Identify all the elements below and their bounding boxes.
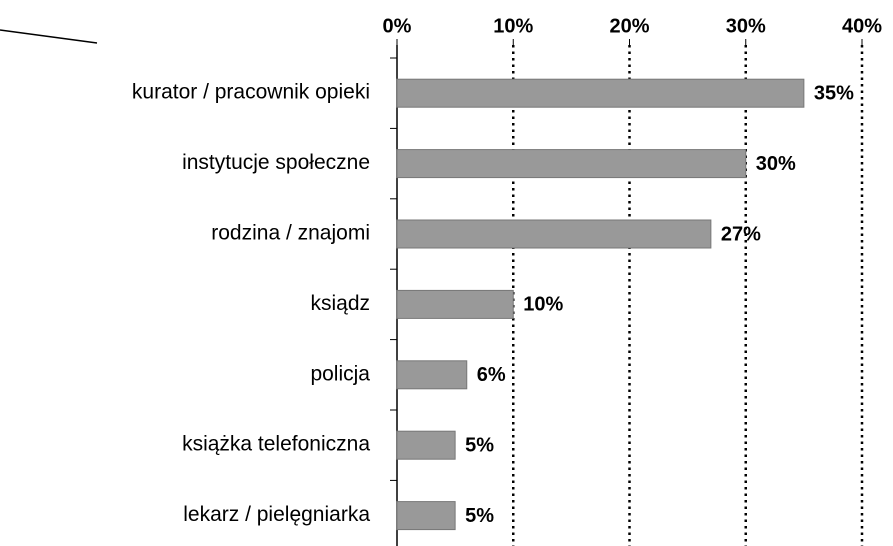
value-label: 30% <box>756 153 796 175</box>
category-label: rodzina / znajomi <box>211 222 370 245</box>
category-label: instytucje społeczne <box>182 151 370 174</box>
value-label: 10% <box>523 294 563 316</box>
bar <box>396 501 456 531</box>
category-label: policja <box>310 362 370 385</box>
bar <box>396 149 747 179</box>
value-label: 5% <box>465 434 494 456</box>
x-tick-label: 40% <box>842 15 882 37</box>
value-label: 27% <box>721 223 761 245</box>
x-tick-label: 30% <box>726 15 766 37</box>
category-label: książka telefoniczna <box>182 433 370 456</box>
x-tick-label: 10% <box>493 15 533 37</box>
x-tick-label: 20% <box>609 15 649 37</box>
decoration-line <box>0 29 98 44</box>
value-label: 35% <box>814 82 854 104</box>
bar <box>396 360 468 390</box>
bar <box>396 78 805 108</box>
bar <box>396 289 514 319</box>
value-label: 6% <box>477 364 506 386</box>
category-label: lekarz / pielęgniarka <box>183 503 370 526</box>
bar <box>396 219 712 249</box>
value-label: 5% <box>465 505 494 527</box>
x-tick-label: 0% <box>383 15 412 37</box>
category-label: ksiądz <box>310 292 370 315</box>
category-label: kurator / pracownik opieki <box>132 81 370 104</box>
bar <box>396 430 456 460</box>
